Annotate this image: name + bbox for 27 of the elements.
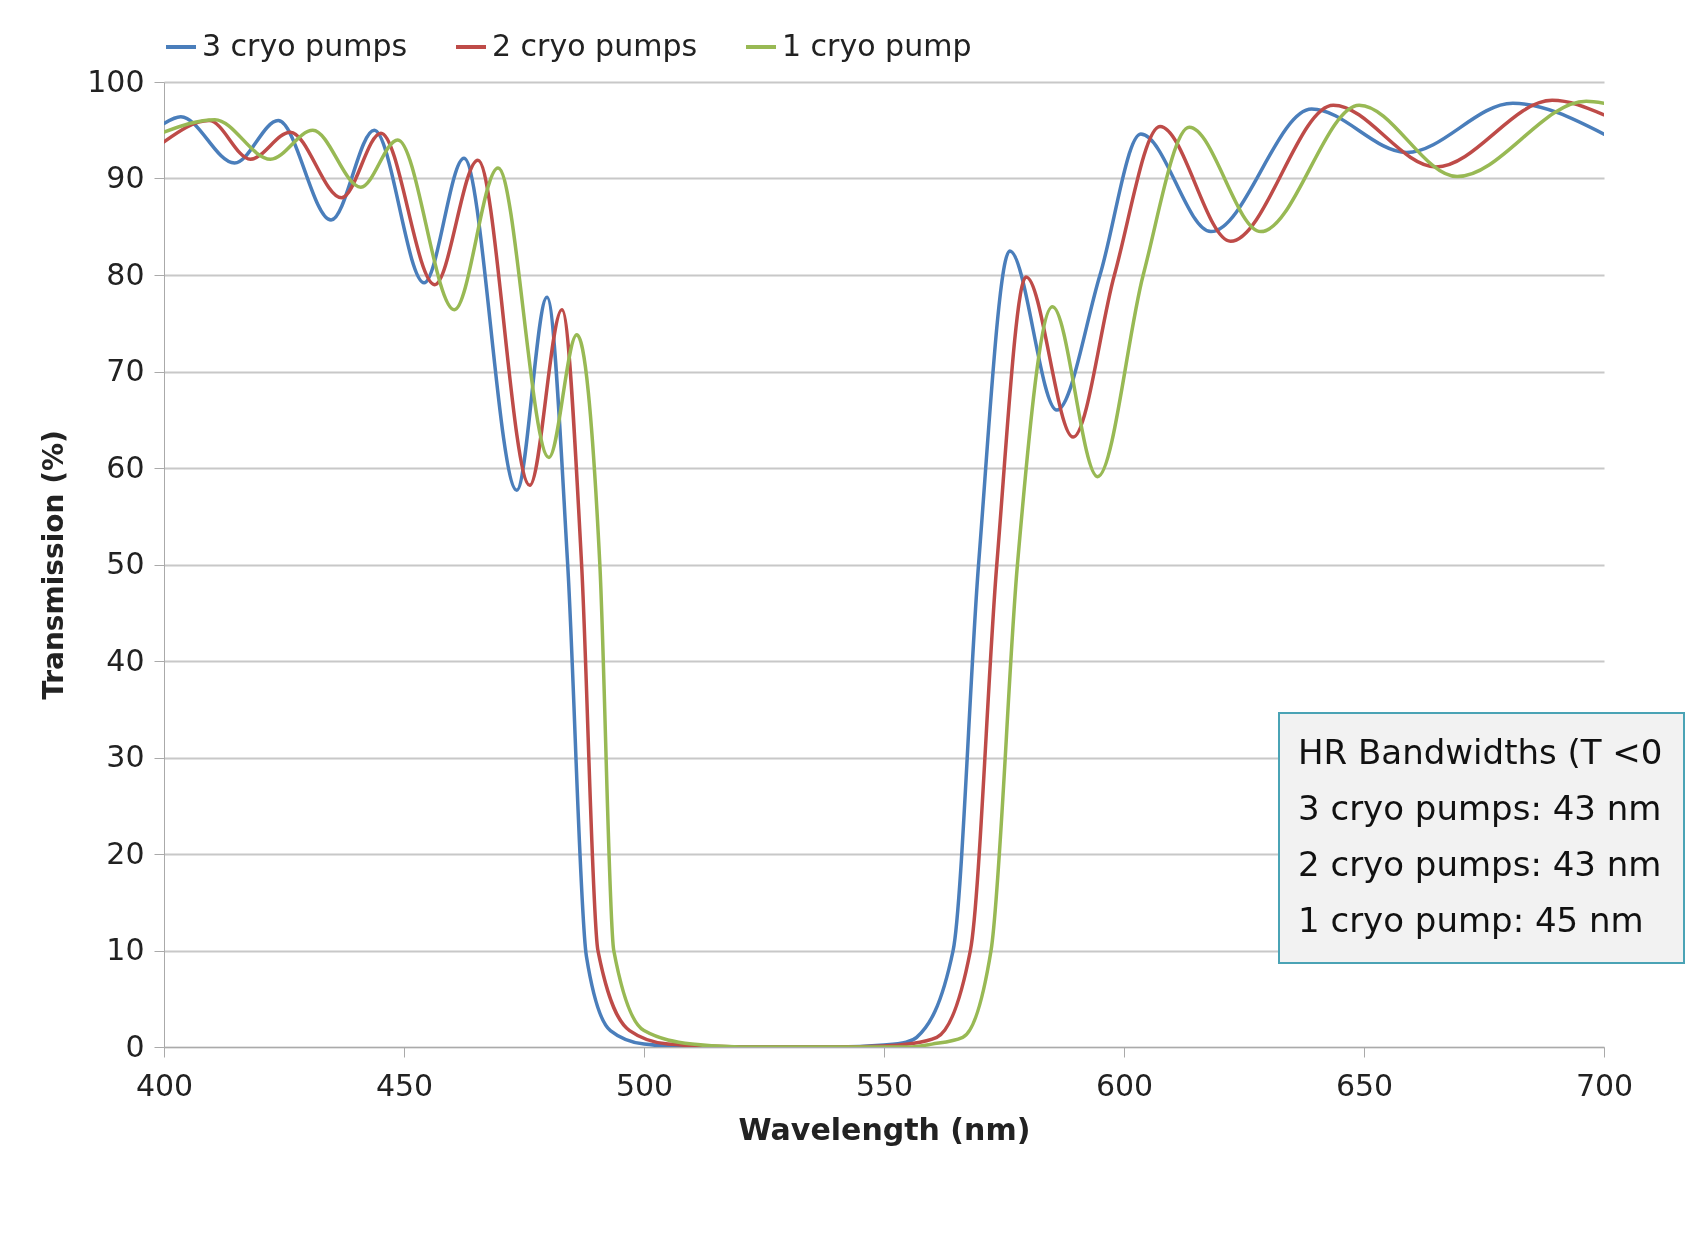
legend-label: 1 cryo pump [782, 28, 972, 63]
x-tick-label: 650 [1335, 1067, 1394, 1103]
annotation: 2 cryo pumps: 43 nm [1298, 843, 1663, 886]
annotation: 1 cryo pump: 45 nm [1298, 899, 1645, 942]
y-tick-label: 70 [106, 353, 145, 388]
x-tick-label: 550 [855, 1067, 914, 1103]
y-tick-label: 80 [106, 256, 145, 292]
x-axis-title: Wavelength (nm) [738, 1111, 1031, 1147]
y-tick-label: 90 [106, 160, 145, 195]
x-tick-label: 450 [375, 1067, 434, 1103]
annotation: 3 cryo pumps: 43 nm [1298, 787, 1663, 830]
legend-label: 2 cryo pumps [492, 28, 698, 63]
y-axis-title: Transmission (%) [37, 430, 71, 700]
y-tick-label: 10 [106, 932, 145, 967]
x-tick-label: 600 [1095, 1067, 1154, 1103]
y-tick-label: 0 [125, 1028, 145, 1064]
legend-label: 3 cryo pumps [202, 28, 408, 63]
x-tick-label: 400 [135, 1067, 194, 1103]
annotation: HR Bandwidths (T <0 [1298, 731, 1663, 774]
y-tick-label: 20 [106, 835, 145, 871]
y-tick-label: 50 [106, 546, 145, 581]
y-tick-label: 60 [106, 449, 145, 485]
y-tick-label: 30 [106, 739, 145, 774]
y-tick-label: 40 [106, 642, 145, 678]
x-tick-label: 700 [1575, 1067, 1634, 1103]
x-tick-label: 500 [615, 1067, 674, 1103]
y-tick-label: 100 [87, 63, 145, 99]
